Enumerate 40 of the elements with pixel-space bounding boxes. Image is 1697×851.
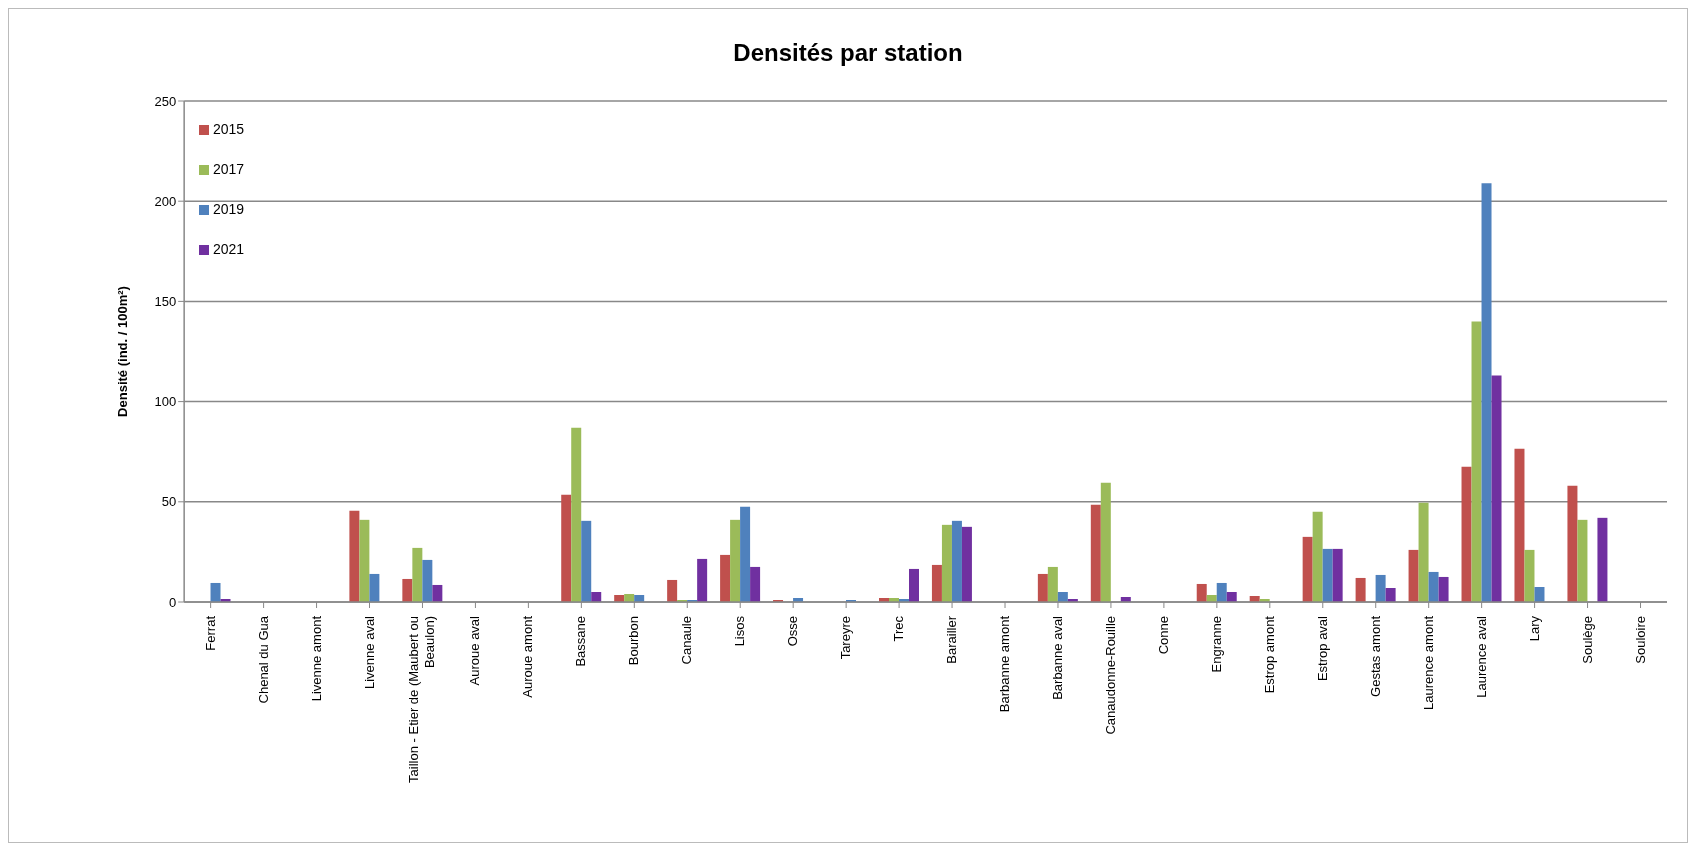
x-tick-label: Livenne aval	[361, 615, 377, 689]
x-tick-label: Auroue aval	[467, 615, 483, 686]
legend-label: 2021	[213, 241, 245, 257]
x-tick-label: Lary	[1526, 615, 1542, 642]
y-tick-label: 100	[154, 394, 177, 410]
x-tick-label: Soulège	[1579, 616, 1595, 664]
x-tick-label: Canaudonne-Rouille	[1102, 616, 1118, 735]
x-tick-label: Estrop amont	[1261, 615, 1277, 694]
x-tick-label: Estrop aval	[1314, 615, 1330, 682]
chart-title: Densités par station	[732, 39, 964, 67]
y-tick-label: 50	[161, 494, 177, 510]
x-tick-label: Barailler	[944, 615, 960, 664]
x-tick-label: Taillon - Etier de (Maubert ou Beaulon)	[406, 616, 438, 783]
x-tick-label: Osse	[785, 616, 801, 647]
legend-label: 2017	[213, 161, 245, 177]
x-tick-label: Barbanne amont	[997, 615, 1013, 713]
x-tick-label: Trec	[891, 615, 907, 642]
x-tick-label: Souloire	[1632, 616, 1648, 664]
x-tick-label: Livenne amont	[308, 615, 324, 702]
y-tick-label: 200	[154, 193, 177, 209]
x-tick-label: Chenal du Gua	[255, 615, 271, 704]
x-tick-label: Barbanne aval	[1049, 615, 1065, 700]
y-tick-label: 250	[154, 93, 177, 109]
legend-label: 2015	[213, 121, 245, 137]
x-tick-label: Bourbon	[626, 616, 642, 666]
y-tick-label: 150	[154, 294, 177, 310]
x-tick-label: Laurence aval	[1473, 615, 1489, 698]
x-tick-label: Bassane	[573, 616, 589, 667]
x-tick-label: Conne	[1155, 616, 1171, 655]
y-tick-label: 0	[168, 594, 177, 610]
x-tick-label: Canaule	[679, 616, 695, 665]
x-tick-label: Engranne	[1208, 616, 1224, 673]
legend-label: 2019	[213, 201, 245, 217]
x-tick-label: Auroue amont	[520, 615, 536, 698]
x-tick-label: Ferrat	[202, 615, 218, 651]
x-tick-label: Tareyre	[838, 616, 854, 660]
y-axis-title: Densité (ind. / 100m²)	[114, 286, 130, 417]
x-tick-label: Gestas amont	[1367, 615, 1383, 697]
x-tick-label: Laurence amont	[1420, 615, 1436, 710]
x-tick-label: Lisos	[732, 615, 748, 647]
